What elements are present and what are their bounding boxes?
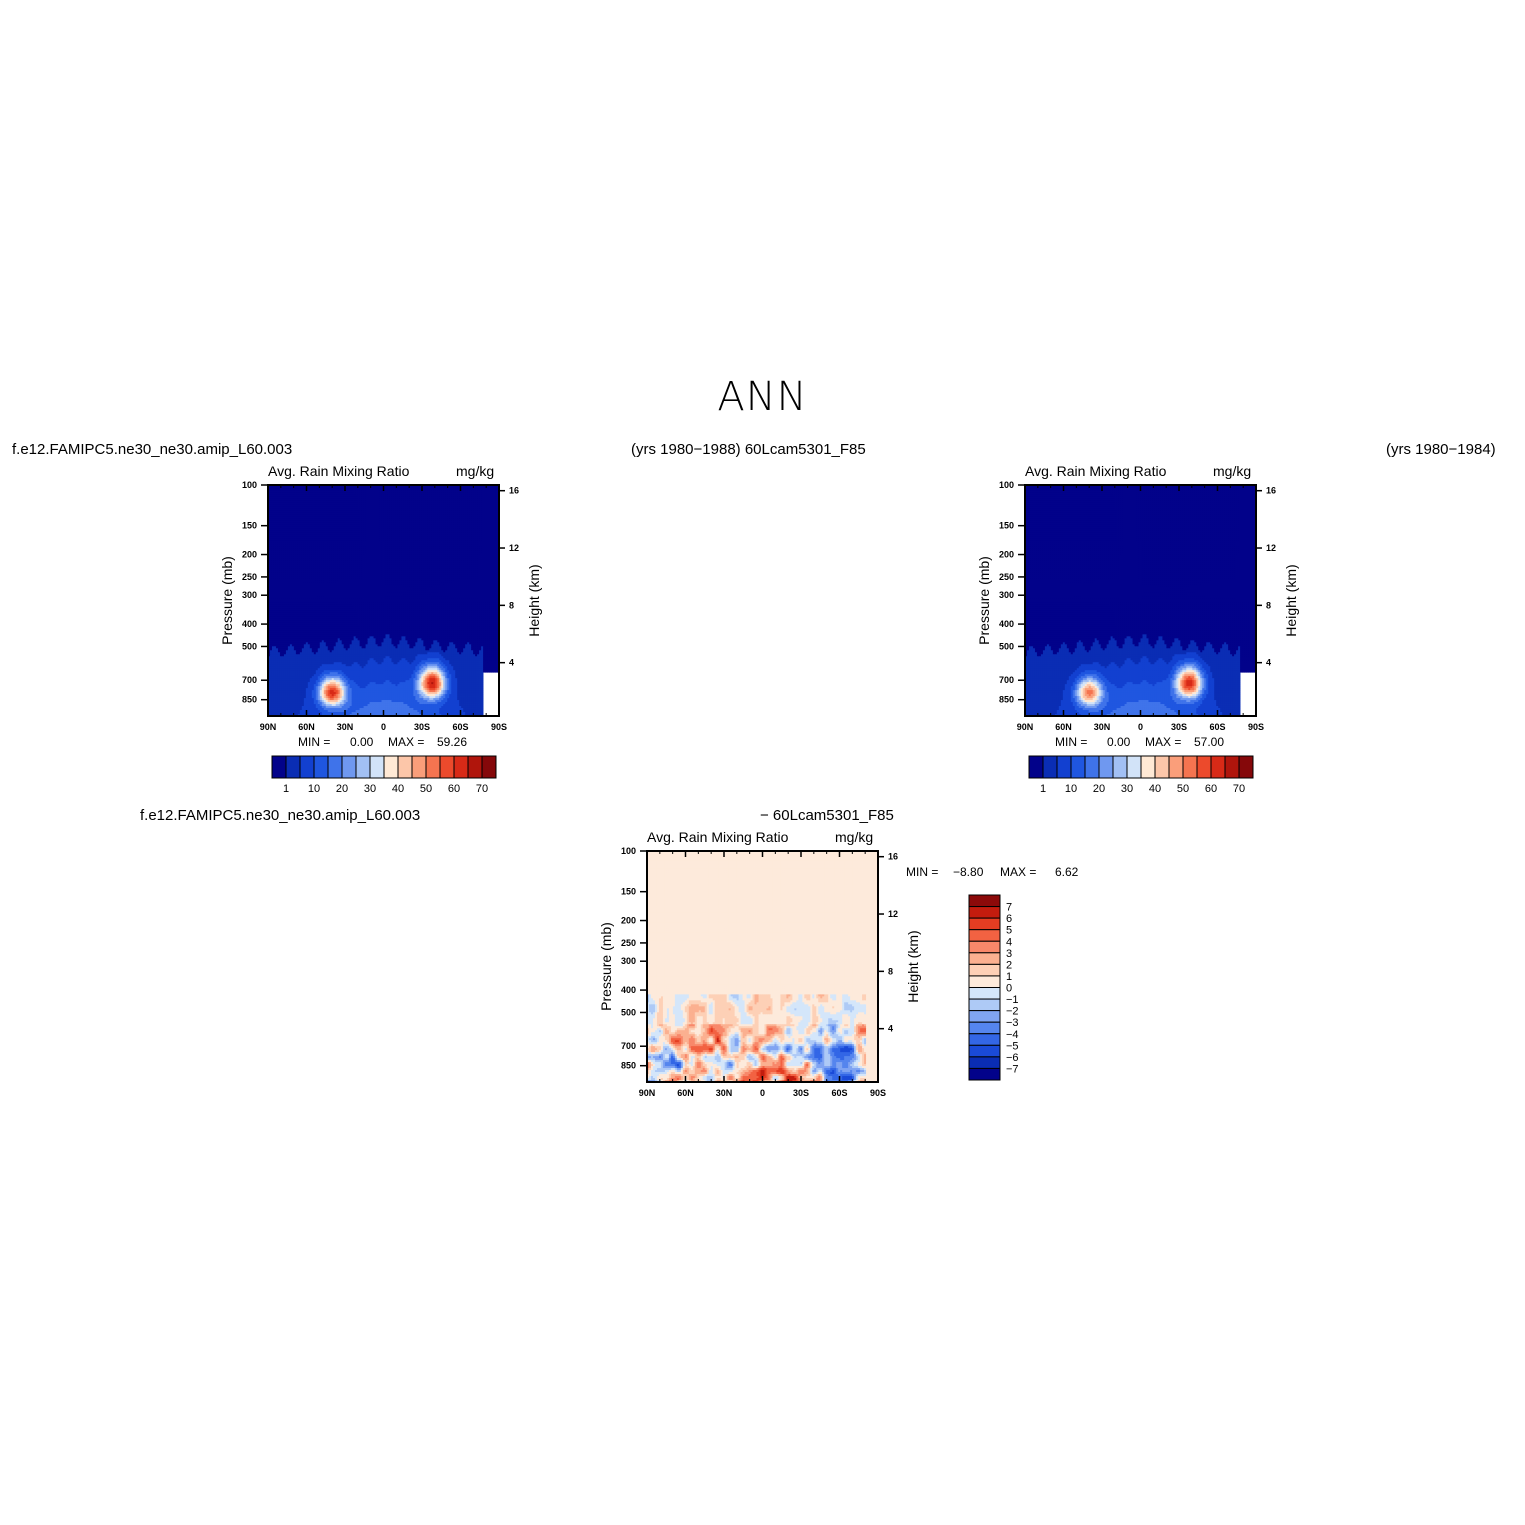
case-field — [268, 485, 499, 716]
